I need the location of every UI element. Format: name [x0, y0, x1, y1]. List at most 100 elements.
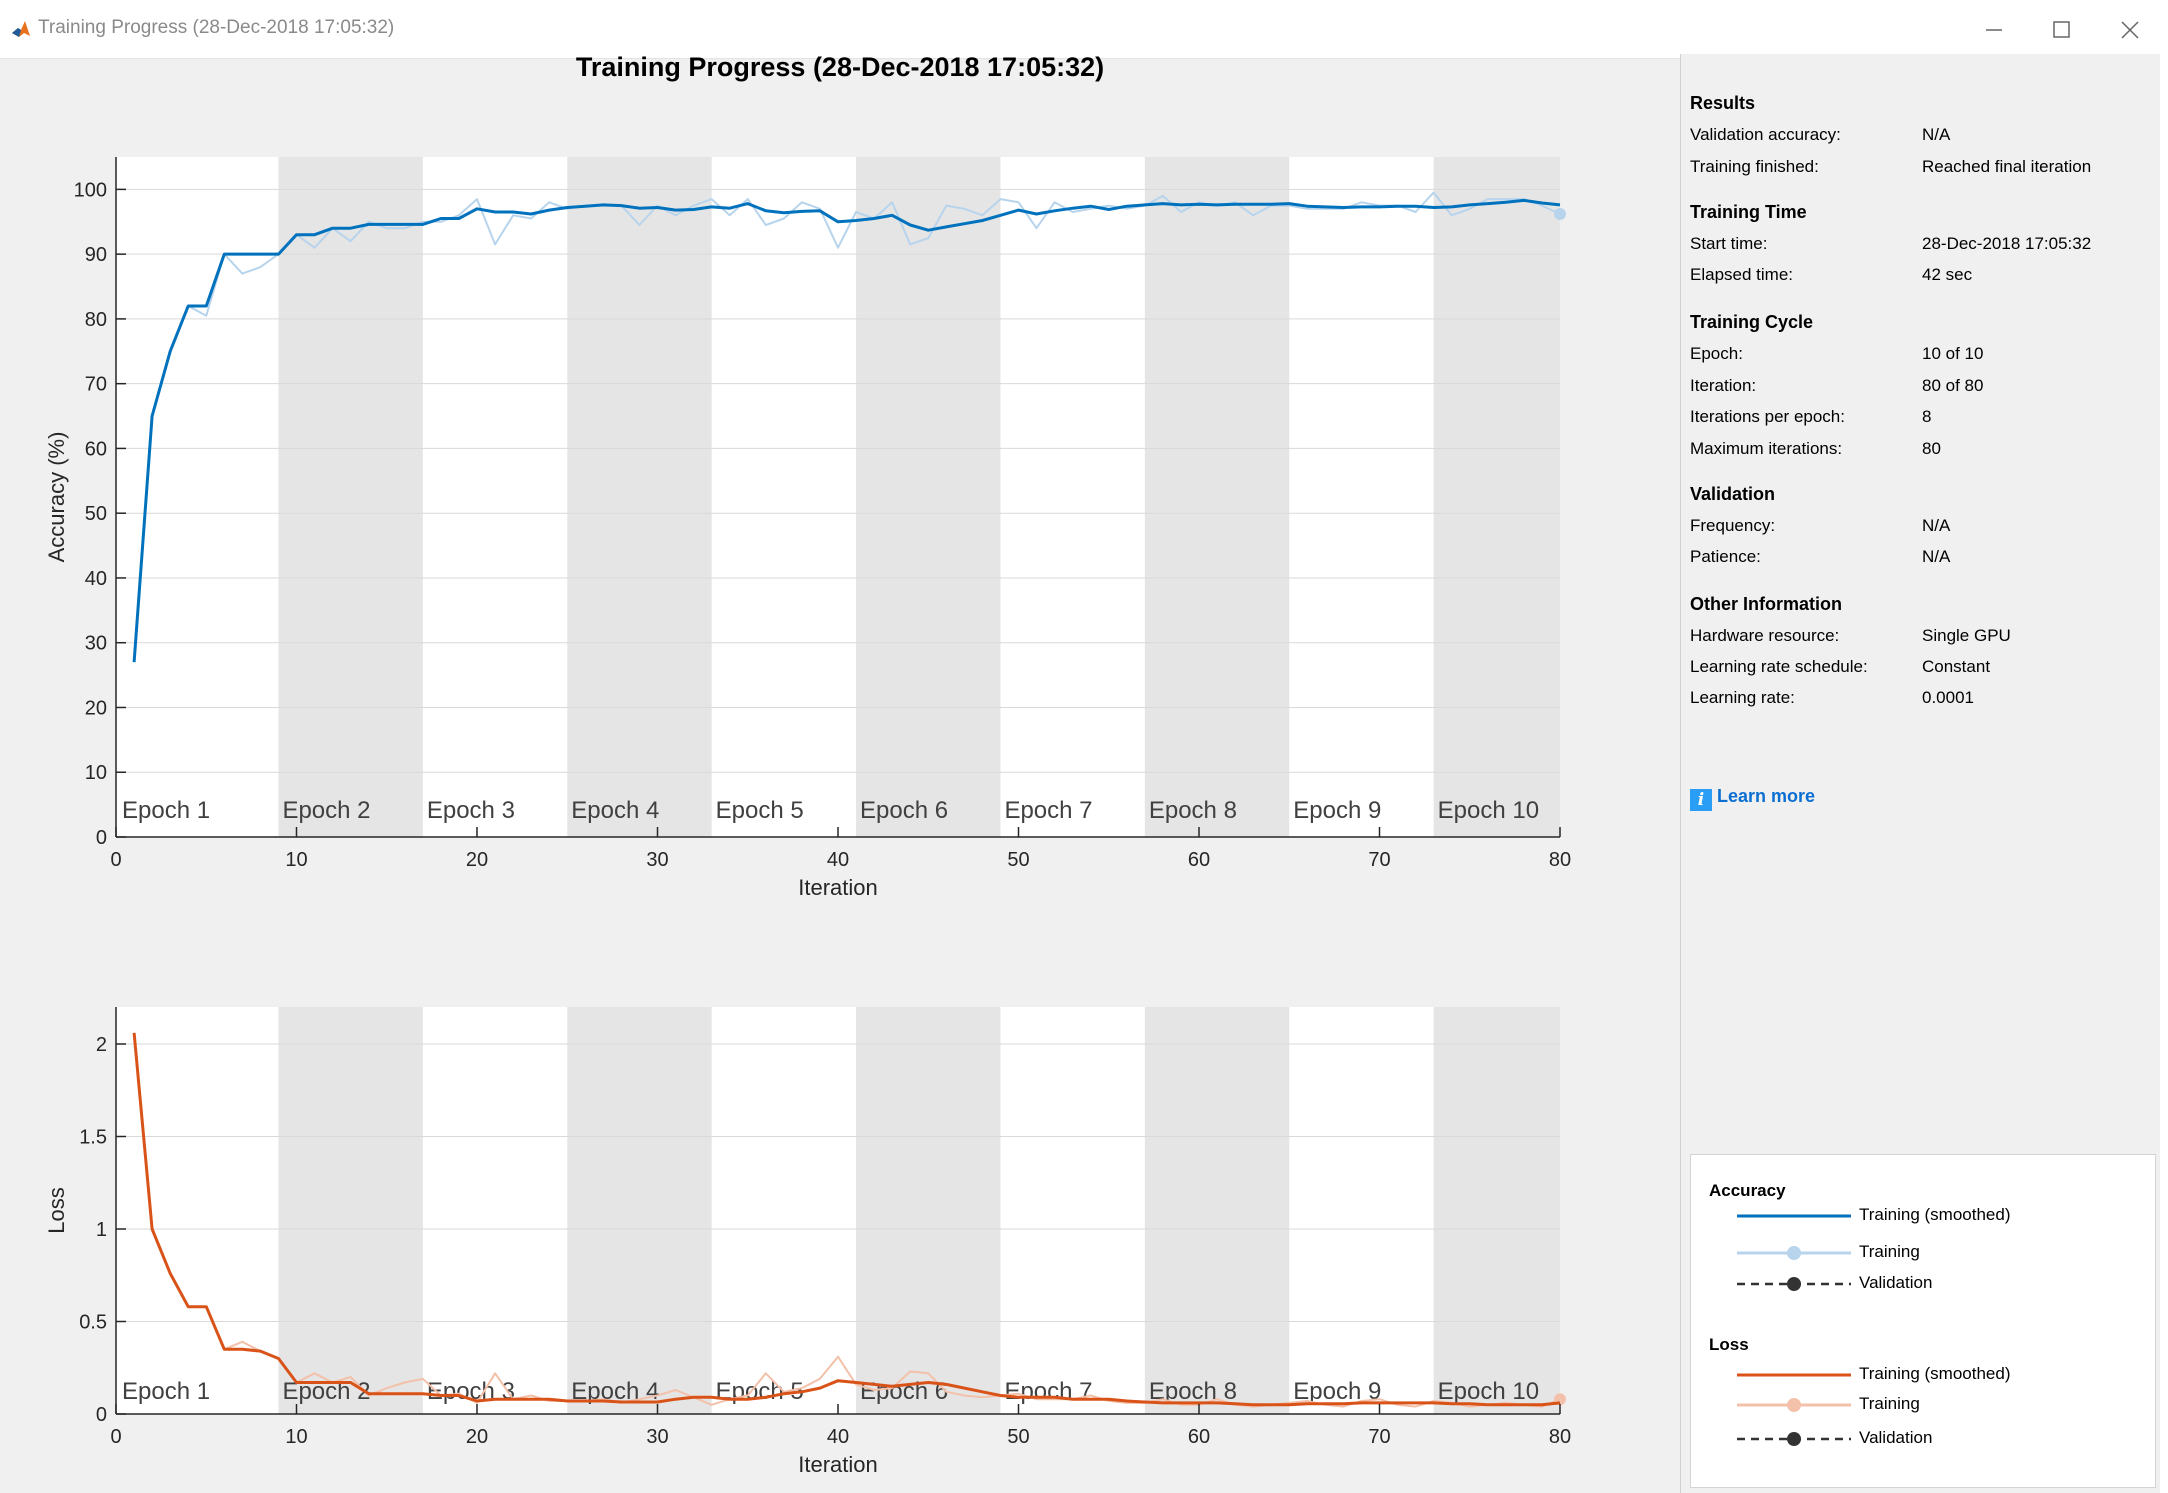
legend-accuracy-smoothed-swatch [1737, 1214, 1851, 1218]
y-tick-label: 60 [85, 438, 107, 460]
close-icon[interactable] [2096, 6, 2162, 52]
x-tick-label: 40 [827, 849, 849, 871]
learn-more-label: Learn more [1717, 786, 1816, 806]
y-tick-label: 0.5 [79, 1312, 107, 1334]
x-axis-label: Iteration [798, 875, 878, 900]
y-tick-label: 80 [85, 309, 107, 331]
validation-accuracy-label: Validation accuracy: [1690, 125, 1841, 144]
legend-loss-smoothed-label: Training (smoothed) [1859, 1364, 2011, 1383]
validation-accuracy-value: N/A [1922, 125, 1951, 144]
accuracy-last-point [1554, 207, 1566, 220]
accuracy-training-line [133, 191, 1561, 663]
y-tick-label: 90 [85, 244, 107, 266]
legend-loss-training-swatch [1737, 1398, 1851, 1412]
y-axis-label: Loss [44, 1187, 69, 1233]
patience-label: Patience: [1690, 547, 1761, 566]
epoch-band [1433, 1007, 1560, 1414]
maximum-iterations-label: Maximum iterations: [1690, 439, 1843, 458]
minimize-icon[interactable] [1960, 6, 2026, 52]
results-section-title: Results [1690, 93, 1756, 113]
y-tick-label: 100 [74, 179, 107, 201]
epoch-band [278, 1007, 423, 1414]
epoch-value: 10 of 10 [1922, 344, 1984, 363]
x-tick-label: 30 [646, 849, 668, 871]
y-tick-label: 1 [96, 1219, 107, 1241]
iteration-label: Iteration: [1690, 376, 1757, 395]
learn-more-link[interactable]: i Learn more [1690, 786, 1815, 811]
y-tick-label: 1.5 [79, 1127, 107, 1149]
window-title-bar: Training Progress (28-Dec-2018 17:05:32) [0, 0, 2168, 59]
elapsed-time-label: Elapsed time: [1690, 265, 1793, 284]
epoch-band [567, 157, 712, 837]
plot-title: Training Progress (28-Dec-2018 17:05:32) [575, 52, 1105, 82]
y-tick-label: 10 [85, 762, 107, 784]
x-tick-label: 70 [1368, 1426, 1390, 1448]
validation-section-title: Validation [1690, 484, 1776, 504]
epoch-label: Epoch 2 [282, 797, 370, 824]
iterations-per-epoch-label: Iterations per epoch: [1690, 407, 1845, 426]
x-tick-label: 60 [1188, 1426, 1210, 1448]
y-tick-label: 50 [85, 503, 107, 525]
training-finished-label: Training finished: [1690, 157, 1819, 176]
y-tick-label: 2 [96, 1034, 107, 1056]
epoch-label: Epoch 10 [1438, 1378, 1539, 1405]
legend-accuracy-title: Accuracy [1709, 1181, 1786, 1200]
info-panel: Results Validation accuracy: N/A Trainin… [1680, 54, 2161, 1493]
chart-accuracy: Epoch 1 Epoch 2 Epoch 3 Epoch 4 Epoch 5 Epoch… [44, 157, 1571, 900]
legend-loss-validation-label: Validation [1859, 1428, 1933, 1447]
epoch-band [1144, 157, 1290, 837]
matlab-app-icon [10, 18, 32, 40]
training-time-section-title: Training Time [1690, 202, 1807, 222]
epoch-label: Epoch 1 [122, 1378, 210, 1405]
window-title: Training Progress (28-Dec-2018 17:05:32) [38, 17, 395, 38]
maximize-icon[interactable] [2028, 6, 2094, 52]
epoch-band [1433, 157, 1560, 837]
x-tick-label: 40 [827, 1426, 849, 1448]
legend-accuracy-training-swatch [1737, 1246, 1851, 1260]
accuracy-smoothed-line [132, 198, 1561, 663]
y-tick-label: 0 [96, 1404, 107, 1426]
start-time-label: Start time: [1690, 234, 1768, 253]
legend-accuracy-smoothed-label: Training (smoothed) [1859, 1205, 2011, 1224]
legend-loss-validation-swatch [1737, 1432, 1851, 1446]
y-tick-label: 30 [85, 633, 107, 655]
epoch-band [278, 157, 423, 837]
epoch-band [1144, 1007, 1290, 1414]
y-axis-label: Accuracy (%) [44, 432, 69, 563]
maximum-iterations-value: 80 [1922, 439, 1941, 458]
x-tick-label: 70 [1368, 849, 1390, 871]
epoch-band [856, 1007, 1001, 1414]
patience-value: N/A [1922, 547, 1951, 566]
hardware-resource-label: Hardware resource: [1690, 626, 1840, 645]
learning-rate-value: 0.0001 [1922, 688, 1974, 707]
y-tick-label: 0 [96, 827, 107, 849]
x-tick-label: 10 [285, 1426, 307, 1448]
training-charts: Epoch 1 Epoch 2 Epoch 3 Epoch 4 Epoch 5 Epoch… [44, 157, 1571, 1477]
x-tick-label: 60 [1188, 849, 1210, 871]
legend-loss-title: Loss [1709, 1335, 1749, 1354]
iterations-per-epoch-value: 8 [1922, 407, 1932, 426]
info-icon: i [1690, 789, 1712, 811]
epoch-label: Epoch 7 [1004, 797, 1092, 824]
start-time-value: 28-Dec-2018 17:05:32 [1922, 234, 2092, 253]
x-tick-label: 0 [110, 1426, 121, 1448]
x-tick-label: 80 [1549, 849, 1571, 871]
y-tick-label: 40 [85, 568, 107, 590]
hardware-resource-value: Single GPU [1922, 626, 2011, 645]
legend-accuracy-validation-swatch [1737, 1277, 1851, 1291]
epoch-label: Epoch 7 [1004, 1378, 1092, 1405]
epoch-label: Epoch 8 [1149, 797, 1237, 824]
legend: Accuracy Training (smoothed) Training Va… [1690, 1154, 2156, 1488]
epoch-label: Epoch 5 [716, 797, 804, 824]
y-tick-label: 20 [85, 697, 107, 719]
epoch-label: Epoch 10 [1438, 797, 1539, 824]
epoch-label: Epoch 9 [1293, 797, 1381, 824]
legend-loss-training-label: Training [1859, 1394, 1920, 1413]
x-tick-label: 0 [110, 849, 121, 871]
learning-rate-label: Learning rate: [1690, 688, 1795, 707]
x-tick-label: 50 [1007, 1426, 1029, 1448]
y-tick-label: 70 [85, 374, 107, 396]
epoch-label: Epoch 1 [122, 797, 210, 824]
other-information-section-title: Other Information [1690, 594, 1842, 614]
x-tick-label: 80 [1549, 1426, 1571, 1448]
